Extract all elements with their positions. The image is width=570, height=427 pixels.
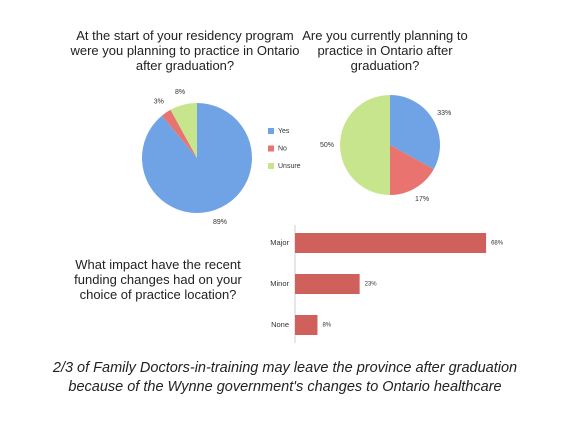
pie-slice bbox=[161, 109, 197, 158]
legend-swatch bbox=[268, 128, 274, 134]
pie-title: Are you currently planning to practice i… bbox=[302, 28, 468, 73]
value-label: 17% bbox=[415, 196, 429, 203]
bar bbox=[295, 274, 360, 294]
value-label: 3% bbox=[154, 99, 164, 106]
pie-slice bbox=[390, 95, 441, 170]
bar-title: What impact have the recent funding chan… bbox=[74, 257, 242, 302]
legend-label: No bbox=[278, 145, 287, 152]
value-label: 33% bbox=[437, 110, 451, 117]
value-label: 23% bbox=[365, 282, 378, 288]
value-label: 68% bbox=[491, 241, 504, 247]
legend-label: Unsure bbox=[278, 163, 301, 170]
value-label: 8% bbox=[322, 323, 331, 329]
pie-slice bbox=[170, 103, 197, 158]
value-label: 50% bbox=[320, 142, 334, 149]
bar bbox=[295, 233, 487, 253]
value-label: 89% bbox=[213, 219, 227, 226]
pie-slice bbox=[390, 145, 434, 195]
legend-swatch bbox=[268, 163, 274, 169]
category-label: Minor bbox=[270, 279, 289, 288]
category-label: None bbox=[271, 320, 289, 329]
legend-label: Yes bbox=[278, 128, 290, 135]
value-label: 8% bbox=[175, 89, 185, 96]
pie-title: At the start of your residency program w… bbox=[70, 28, 300, 73]
caption: because of the Wynne government's change… bbox=[68, 379, 502, 395]
bar bbox=[295, 315, 318, 335]
caption: 2/3 of Family Doctors-in-training may le… bbox=[52, 360, 518, 376]
pie-slice bbox=[142, 103, 253, 213]
category-label: Major bbox=[270, 238, 289, 247]
legend-swatch bbox=[268, 145, 274, 152]
pie-slice bbox=[340, 95, 390, 195]
